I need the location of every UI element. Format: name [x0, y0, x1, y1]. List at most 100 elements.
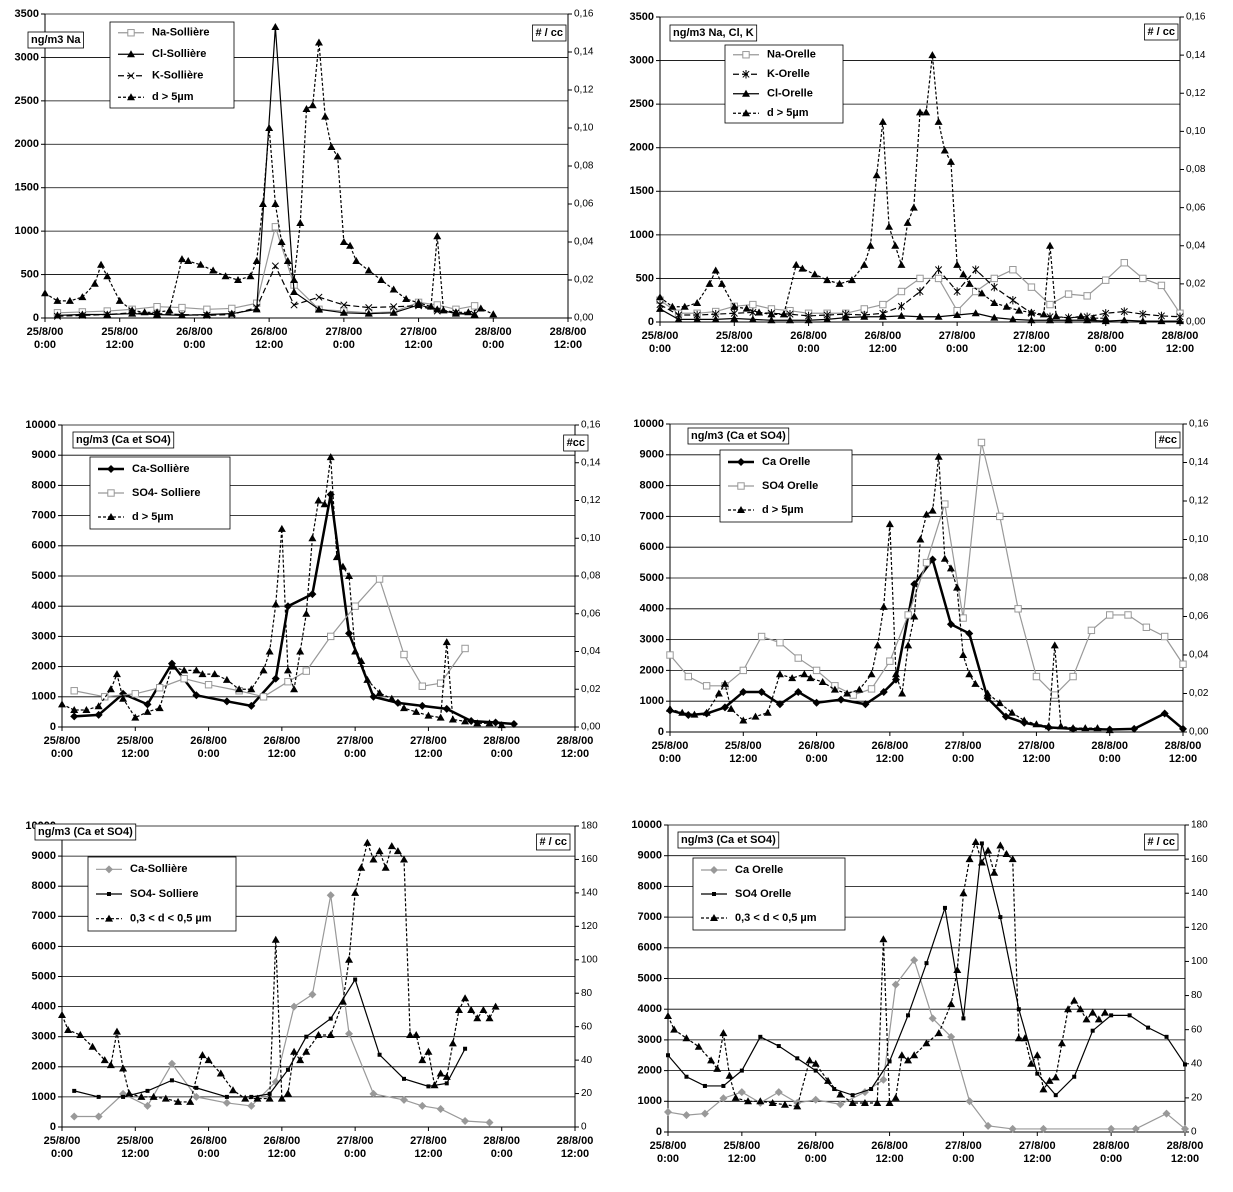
- marker: [934, 452, 943, 460]
- marker-shape: [94, 1112, 103, 1121]
- label-box: [669, 24, 758, 42]
- marker: [451, 308, 460, 316]
- marker-shape: [940, 146, 949, 154]
- marker-shape: [767, 316, 776, 324]
- marker: [710, 866, 718, 874]
- marker-shape: [823, 276, 832, 284]
- marker: [377, 1052, 382, 1057]
- y2-tick-label: 20: [581, 1088, 593, 1099]
- marker-shape: [363, 675, 372, 683]
- marker-shape: [971, 309, 980, 317]
- marker: [308, 534, 317, 542]
- marker: [78, 311, 86, 319]
- marker-shape: [1076, 312, 1085, 320]
- marker: [412, 707, 421, 715]
- marker: [847, 276, 856, 284]
- marker-shape: [990, 274, 998, 283]
- marker: [953, 260, 962, 268]
- marker-shape: [381, 863, 390, 871]
- marker-shape: [1027, 1059, 1036, 1067]
- marker: [866, 241, 875, 249]
- marker-shape: [365, 304, 373, 312]
- x-tick-label: 25/8/00 12:00: [116, 1135, 154, 1160]
- marker-shape: [934, 1029, 943, 1037]
- marker-shape: [885, 520, 894, 528]
- x-tick-label: 28/8/00 0:00: [474, 326, 512, 351]
- marker-shape: [666, 1053, 670, 1058]
- marker-shape: [1032, 720, 1041, 728]
- marker-shape: [247, 685, 256, 693]
- marker: [402, 295, 411, 302]
- marker-shape: [794, 654, 802, 662]
- marker: [711, 266, 720, 274]
- marker: [891, 670, 900, 678]
- marker: [476, 304, 485, 312]
- marker-shape: [678, 708, 687, 716]
- marker-shape: [767, 310, 776, 318]
- y-tick-label: 5000: [32, 970, 56, 982]
- marker-shape: [928, 555, 937, 564]
- y-unit-label: ng/m3 (Ca et SO4): [691, 430, 786, 442]
- marker: [1181, 1124, 1189, 1133]
- y-tick-label: 10000: [631, 819, 662, 831]
- marker: [712, 892, 716, 896]
- marker: [58, 1010, 66, 1018]
- marker: [271, 223, 280, 231]
- marker: [867, 685, 876, 693]
- marker-shape: [308, 101, 317, 109]
- marker: [823, 276, 832, 284]
- marker: [509, 719, 518, 728]
- marker-shape: [326, 1031, 335, 1039]
- marker: [427, 302, 436, 310]
- marker: [786, 316, 794, 324]
- marker: [1070, 996, 1079, 1004]
- marker: [811, 1095, 820, 1104]
- marker-shape: [1001, 712, 1010, 721]
- marker-shape: [1035, 1071, 1040, 1076]
- marker-shape: [302, 1047, 311, 1055]
- x-tick-label: 25/8/00 12:00: [723, 1140, 761, 1165]
- marker: [730, 314, 739, 322]
- marker-shape: [461, 717, 470, 725]
- marker-shape: [739, 716, 748, 724]
- y2-tick-label: 180: [581, 821, 598, 832]
- marker-shape: [1105, 726, 1114, 734]
- marker-shape: [739, 666, 747, 675]
- marker-shape: [1033, 1051, 1042, 1059]
- y2-tick-label: 160: [1191, 854, 1208, 865]
- marker: [389, 285, 398, 293]
- marker: [898, 689, 907, 697]
- marker-shape: [302, 609, 311, 617]
- y2-tick-label: 100: [581, 954, 598, 965]
- marker: [965, 629, 974, 638]
- marker: [878, 117, 887, 125]
- marker-shape: [58, 700, 66, 708]
- marker: [879, 602, 888, 610]
- marker: [1045, 1076, 1054, 1084]
- marker-shape: [375, 847, 384, 855]
- legend-label: Na-Orelle: [767, 49, 816, 61]
- marker-shape: [910, 612, 919, 620]
- x-tick-label: 27/8/00 12:00: [1018, 1140, 1056, 1165]
- marker: [177, 255, 186, 263]
- marker-shape: [804, 316, 813, 324]
- marker: [470, 302, 479, 310]
- marker: [131, 690, 139, 698]
- marker: [252, 305, 261, 313]
- y-tick-label: 7000: [638, 911, 662, 923]
- marker-shape: [990, 298, 999, 306]
- marker: [375, 847, 384, 855]
- marker-shape: [65, 296, 74, 304]
- marker: [1008, 1124, 1017, 1133]
- x-tick-label: 25/8/00 0:00: [641, 330, 679, 355]
- marker-shape: [103, 310, 111, 319]
- marker-shape: [145, 1088, 150, 1093]
- marker-shape: [739, 687, 748, 696]
- marker-shape: [485, 1118, 494, 1127]
- marker: [965, 855, 974, 863]
- legend-label: 0,3 < d < 0,5 µm: [735, 912, 817, 924]
- marker-shape: [758, 1034, 763, 1039]
- y-tick-label: 10000: [25, 419, 56, 431]
- marker: [804, 316, 813, 324]
